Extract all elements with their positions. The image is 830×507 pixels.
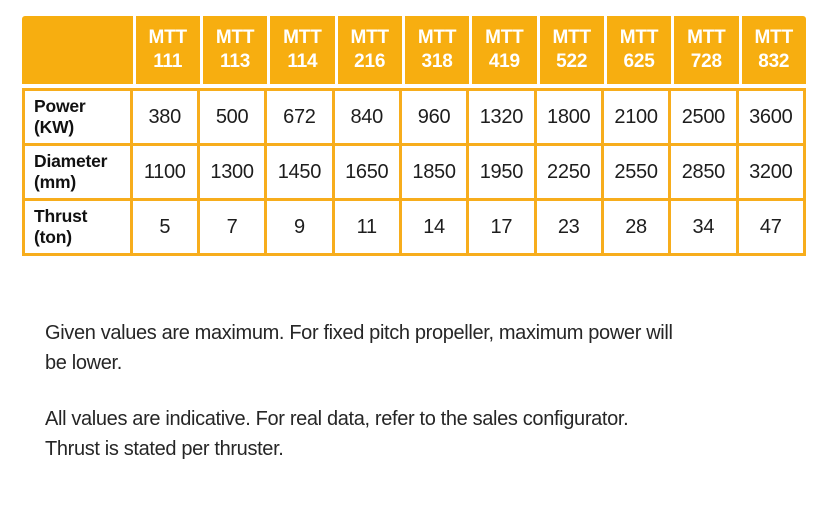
table-cell: 14: [401, 201, 470, 256]
model-prefix: MTT: [754, 27, 794, 48]
row-label-line: Diameter: [34, 151, 108, 171]
column-header-mtt-419: MTT 419: [469, 16, 537, 88]
footnote-line: All values are indicative. For real data…: [45, 408, 629, 430]
footnotes: Given values are maximum. For fixed pitc…: [45, 318, 785, 464]
table-row-diameter: Diameter (mm) 1100 1300 1450 1650 1850 19…: [22, 146, 806, 201]
table-cell: 2500: [671, 88, 739, 146]
table-row-thrust: Thrust (ton) 5 7 9 11 14 17 23 28 34 47: [22, 201, 806, 256]
row-label-power: Power (KW): [22, 88, 133, 146]
column-header-mtt-625: MTT 625: [603, 16, 672, 88]
column-header-mtt-832: MTT 832: [738, 16, 806, 88]
column-header-mtt-522: MTT 522: [536, 16, 604, 88]
table-cell: 1300: [199, 146, 268, 201]
row-label-unit: (ton): [34, 227, 72, 247]
table-cell: 9: [267, 201, 335, 256]
header-row: MTT 111 MTT 113 MTT 114 MTT 216 MTT 318 MTT 41…: [22, 16, 806, 88]
model-prefix: MTT: [485, 27, 524, 48]
table-cell: 23: [536, 201, 604, 256]
table-cell: 17: [469, 201, 537, 256]
table-cell: 672: [267, 88, 335, 146]
model-number: 216: [354, 51, 386, 72]
column-header-mtt-111: MTT 111: [132, 16, 200, 88]
row-label-thrust: Thrust (ton): [22, 201, 133, 256]
column-header-mtt-216: MTT 216: [334, 16, 402, 88]
model-number: 318: [421, 51, 453, 72]
table-cell: 2100: [603, 88, 672, 146]
table-cell: 500: [199, 88, 268, 146]
row-label-line: Power: [34, 96, 86, 116]
table-cell: 7: [199, 201, 268, 256]
model-number: 111: [153, 51, 183, 72]
model-prefix: MTT: [417, 27, 457, 48]
column-header-mtt-728: MTT 728: [671, 16, 739, 88]
table-cell: 1450: [267, 146, 335, 201]
footnote-line: Given values are maximum. For fixed pitc…: [45, 322, 673, 344]
table-cell: 28: [603, 201, 672, 256]
table-cell: 11: [334, 201, 402, 256]
footnote-line: be lower.: [45, 352, 122, 374]
table-cell: 1800: [536, 88, 604, 146]
table-cell: 1320: [469, 88, 537, 146]
model-number: 728: [690, 51, 722, 72]
table-cell: 840: [334, 88, 402, 146]
table-cell: 2550: [603, 146, 672, 201]
column-header-mtt-113: MTT 113: [199, 16, 268, 88]
table-cell: 2250: [536, 146, 604, 201]
table-cell: 2850: [671, 146, 739, 201]
table-cell: 1650: [334, 146, 402, 201]
row-label-unit: (KW): [34, 117, 75, 137]
model-prefix: MTT: [215, 27, 255, 48]
model-prefix: MTT: [148, 27, 188, 48]
row-label-line: Thrust: [34, 206, 88, 226]
model-number: 832: [758, 51, 790, 72]
model-number: 522: [556, 51, 588, 72]
footnote-line: Thrust is stated per thruster.: [45, 438, 284, 460]
row-label-diameter: Diameter (mm): [22, 146, 133, 201]
model-number: 113: [220, 51, 251, 72]
model-number: 419: [488, 51, 520, 72]
table-row-power: Power (KW) 380 500 672 840 960 1320 1800 …: [22, 88, 806, 146]
table-cell: 3600: [738, 88, 806, 146]
thruster-spec-table: MTT 111 MTT 113 MTT 114 MTT 216 MTT 318 MTT 41…: [22, 16, 806, 256]
model-prefix: MTT: [350, 27, 389, 48]
table-cell: 1100: [132, 146, 200, 201]
model-prefix: MTT: [552, 27, 591, 48]
table-cell: 1850: [401, 146, 470, 201]
model-number: 625: [623, 51, 655, 72]
model-prefix: MTT: [283, 27, 322, 48]
model-number: 114: [287, 51, 318, 72]
spec-table-container: MTT 111 MTT 113 MTT 114 MTT 216 MTT 318 MTT 41…: [22, 16, 806, 256]
table-cell: 34: [671, 201, 739, 256]
footnote-maximum-values: Given values are maximum. For fixed pitc…: [45, 318, 785, 378]
footnote-indicative-values: All values are indicative. For real data…: [45, 404, 785, 464]
table-cell: 5: [132, 201, 200, 256]
column-header-mtt-318: MTT 318: [401, 16, 470, 88]
table-cell: 3200: [738, 146, 806, 201]
model-prefix: MTT: [687, 27, 726, 48]
table-cell: 960: [401, 88, 470, 146]
table-cell: 380: [132, 88, 200, 146]
model-prefix: MTT: [619, 27, 659, 48]
corner-cell: [22, 16, 133, 88]
column-header-mtt-114: MTT 114: [267, 16, 335, 88]
table-cell: 47: [738, 201, 806, 256]
table-cell: 1950: [469, 146, 537, 201]
row-label-unit: (mm): [34, 172, 76, 192]
